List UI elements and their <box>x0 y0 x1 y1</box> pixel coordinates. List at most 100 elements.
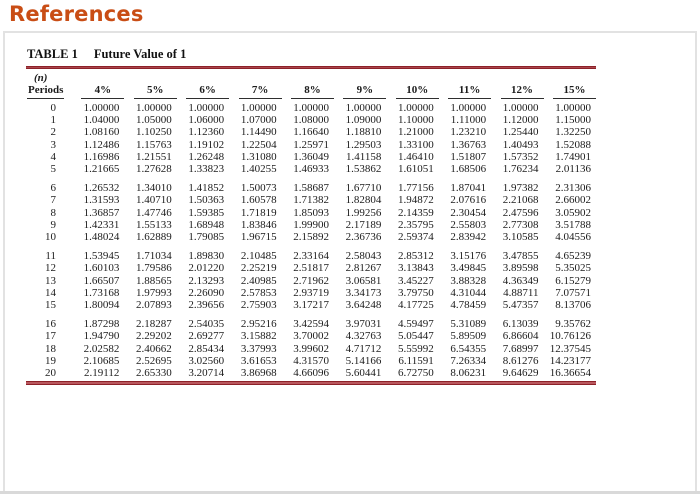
value-cell: 2.83942 <box>450 231 487 244</box>
value-cell: 1.62889 <box>136 231 172 244</box>
value-cell: 1.26248 <box>188 150 225 163</box>
value-cell: 4.88711 <box>503 286 539 299</box>
value-cell: 1.80094 <box>83 299 120 312</box>
value-cell: 2.35795 <box>397 218 434 231</box>
value-cell: 12.37545 <box>549 342 591 355</box>
value-cell: 1.00000 <box>502 102 539 114</box>
value-cell: 3.45227 <box>397 274 434 287</box>
value-cell: 3.17217 <box>293 299 329 312</box>
column-header-5pct: 5% <box>124 72 177 99</box>
value-cell: 6.15279 <box>555 274 591 287</box>
value-cell: 1.42331 <box>83 218 120 231</box>
value-cell: 1.25971 <box>293 138 329 151</box>
value-cell: 10.76126 <box>549 330 591 343</box>
value-cell: 1.53862 <box>345 163 382 176</box>
value-cell: 1.88565 <box>136 274 172 287</box>
value-cell: 1.71819 <box>240 206 277 219</box>
value-cell: 3.61653 <box>240 354 277 367</box>
value-cell: 3.06581 <box>345 274 382 287</box>
value-cell: 8.61276 <box>502 354 539 367</box>
column-header-6pct: 6% <box>177 72 230 99</box>
table-label: TABLE 1 <box>27 47 78 61</box>
value-cell: 2.18287 <box>136 318 172 331</box>
value-cell: 4.04556 <box>555 231 591 244</box>
value-cell: 1.82804 <box>345 194 382 207</box>
column-header-7pct: 7% <box>229 72 282 99</box>
value-cell: 6.54355 <box>450 342 487 355</box>
value-cell: 2.75903 <box>240 299 277 312</box>
value-cell: 1.73168 <box>83 286 120 299</box>
value-cell: 1.68948 <box>188 218 225 231</box>
table-head: (n) Periods 4% 5% 6% 7% 8% 9% 10% 11% 12% 15% <box>26 72 596 99</box>
value-cell: 2.66002 <box>555 194 591 207</box>
value-cell: 1.12486 <box>83 138 120 151</box>
value-cell: 7.68997 <box>502 342 539 355</box>
value-cell: 1.77156 <box>397 182 434 195</box>
table-row: 0 1.00000 1.00000 1.00000 1.00000 1.00000 1.00… <box>26 99 596 114</box>
table-row: 11 1.53945 1.71034 1.89830 2.10485 2.33164 2.5… <box>26 243 596 262</box>
row-group: 0 1.00000 1.00000 1.00000 1.00000 1.00000 1.00… <box>26 99 596 175</box>
value-cell: 3.97031 <box>345 318 382 331</box>
value-cell: 1.00000 <box>397 102 434 114</box>
value-cell: 2.52695 <box>136 354 172 367</box>
period-cell: 0 <box>50 102 57 114</box>
value-cell: 1.96715 <box>240 231 277 244</box>
value-cell: 4.31044 <box>450 286 487 299</box>
period-cell: 7 <box>50 194 57 207</box>
value-cell: 1.09000 <box>345 114 382 127</box>
value-cell: 1.36763 <box>450 138 487 151</box>
table-row: 9 1.42331 1.55133 1.68948 1.83846 1.99900 2.17… <box>26 219 596 231</box>
table-row: 20 2.19112 2.65330 3.20714 3.86968 4.66096 5.6… <box>26 367 596 379</box>
value-cell: 5.14166 <box>345 354 382 367</box>
value-cell: 2.65330 <box>136 367 172 380</box>
column-header-15pct: 15% <box>544 72 596 99</box>
value-cell: 9.35762 <box>555 318 591 331</box>
value-cell: 6.86604 <box>502 330 539 343</box>
value-cell: 2.95216 <box>240 318 277 331</box>
value-cell: 1.57352 <box>502 150 539 163</box>
value-cell: 1.40710 <box>136 194 172 207</box>
value-cell: 2.25219 <box>240 262 277 275</box>
value-cell: 3.15176 <box>450 250 487 263</box>
value-cell: 1.31593 <box>83 194 120 207</box>
value-cell: 1.34010 <box>136 182 172 195</box>
period-cell: 16 <box>45 318 56 331</box>
table-row: 14 1.73168 1.97993 2.26090 2.57853 2.93719 3.3… <box>26 287 596 299</box>
value-cell: 2.30454 <box>450 206 487 219</box>
table-row: 16 1.87298 2.18287 2.54035 2.95216 3.42594 3.9… <box>26 311 596 330</box>
value-cell: 2.51817 <box>293 262 329 275</box>
value-cell: 2.81267 <box>345 262 382 275</box>
table-row: 3 1.12486 1.15763 1.19102 1.22504 1.25971 1.29… <box>26 139 596 151</box>
value-cell: 1.59385 <box>188 206 225 219</box>
value-cell: 3.20714 <box>188 367 225 380</box>
value-cell: 2.14359 <box>397 206 434 219</box>
periods-column-header: (n) Periods <box>26 72 72 99</box>
value-cell: 2.57853 <box>240 286 277 299</box>
value-cell: 1.12360 <box>188 126 225 139</box>
value-cell: 3.42594 <box>293 318 329 331</box>
value-cell: 3.99602 <box>293 342 329 355</box>
value-cell: 5.35025 <box>555 262 591 275</box>
value-cell: 3.02560 <box>188 354 225 367</box>
value-cell: 3.34173 <box>345 286 382 299</box>
table-row: 7 1.31593 1.40710 1.50363 1.60578 1.71382 1.82… <box>26 194 596 206</box>
table-row: 5 1.21665 1.27628 1.33823 1.40255 1.46933 1.53… <box>26 163 596 175</box>
column-header-8pct: 8% <box>282 72 334 99</box>
value-cell: 1.58687 <box>293 182 329 195</box>
value-cell: 1.94790 <box>83 330 120 343</box>
table-row: 2 1.08160 1.10250 1.12360 1.14490 1.16640 1.18… <box>26 126 596 138</box>
value-cell: 1.87298 <box>83 318 120 331</box>
value-cell: 1.16640 <box>293 126 329 139</box>
value-cell: 2.40662 <box>136 342 172 355</box>
value-cell: 3.89598 <box>502 262 539 275</box>
value-cell: 1.00000 <box>188 102 225 114</box>
value-cell: 2.36736 <box>345 231 382 244</box>
value-cell: 1.79085 <box>188 231 225 244</box>
value-cell: 1.41852 <box>188 182 225 195</box>
value-cell: 7.26334 <box>450 354 487 367</box>
value-cell: 1.71034 <box>136 250 172 263</box>
value-cell: 1.94872 <box>397 194 434 207</box>
value-cell: 1.05000 <box>136 114 172 127</box>
value-cell: 4.31570 <box>293 354 329 367</box>
bottom-rule <box>26 381 596 386</box>
